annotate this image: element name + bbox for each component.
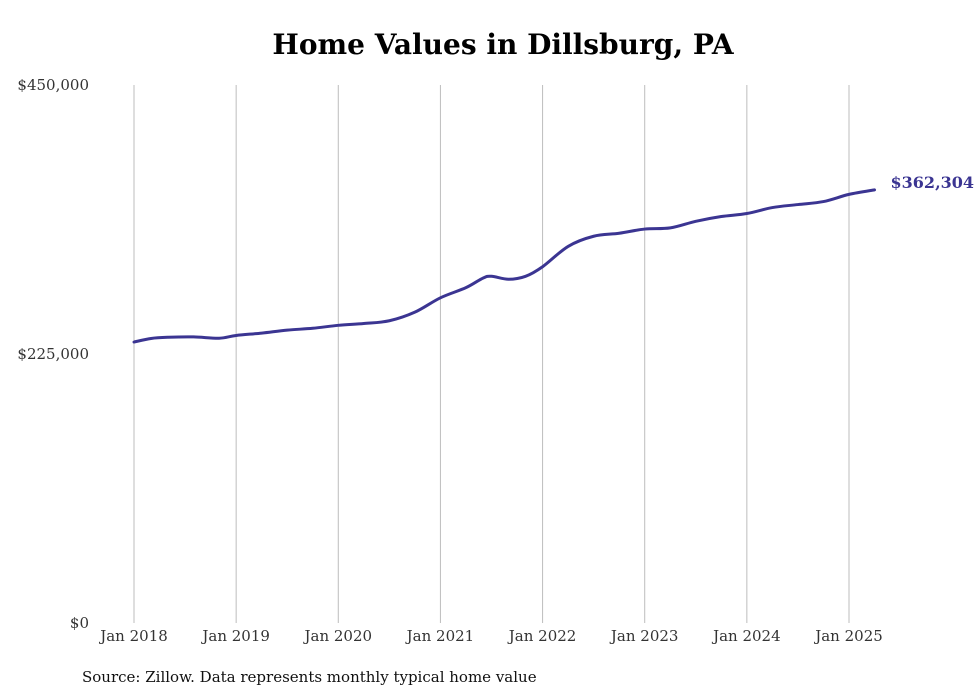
gridlines — [133, 85, 850, 623]
home-value-line — [132, 188, 877, 344]
series-lines — [132, 188, 877, 344]
end-labels: $362,304 — [891, 173, 975, 192]
y-axis-ticks: $0 $225,000 $450,000 — [17, 76, 89, 632]
x-tick-label: Jan 2021 — [405, 627, 475, 645]
x-tick-label: Jan 2023 — [609, 627, 679, 645]
line-chart: $0$225,000$450,000 Jan 2018 Jan 2019 Jan 2… — [17, 76, 975, 645]
x-tick-label: Jan 2025 — [813, 627, 883, 645]
x-tick-label: Jan 2022 — [507, 627, 577, 645]
y-tick-label: $225,000 — [17, 345, 89, 363]
source-note: Source: Zillow. Data represents monthly … — [82, 668, 537, 686]
last-value-label: $362,304 — [891, 173, 975, 192]
x-tick-label: Jan 2019 — [200, 627, 270, 645]
y-tick-label: $450,000 — [17, 76, 89, 94]
x-tick-label: Jan 2018 — [98, 627, 168, 645]
x-tick-label: Jan 2024 — [711, 627, 781, 645]
x-axis-ticks: Jan 2018 Jan 2019 Jan 2020 Jan 2021 Jan 2022… — [98, 627, 883, 645]
x-tick-label: Jan 2020 — [303, 627, 373, 645]
chart-title: Home Values in Dillsburg, PA — [272, 28, 734, 61]
y-tick-label: $0 — [70, 614, 89, 632]
